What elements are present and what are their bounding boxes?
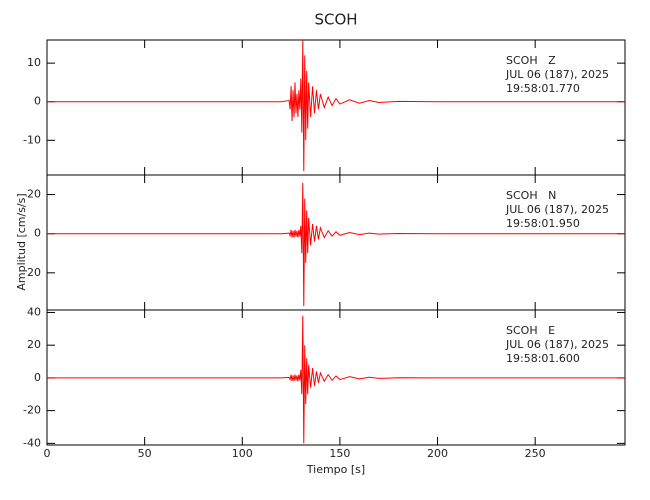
- annotation: SCOH N: [506, 189, 556, 202]
- y-tick-label: 20: [27, 266, 41, 279]
- trace: [47, 39, 625, 172]
- x-tick-label: 200: [427, 447, 448, 460]
- y-tick-label: -10: [23, 133, 41, 146]
- y-tick-label: 10: [27, 56, 41, 69]
- x-tick-label: 100: [232, 447, 253, 460]
- trace: [47, 182, 625, 307]
- y-tick-label: 0: [34, 95, 41, 108]
- y-tick-label: -40: [23, 436, 41, 449]
- x-tick-label: 0: [44, 447, 51, 460]
- chart-title: SCOH: [314, 11, 357, 29]
- annotation: SCOH E: [506, 324, 555, 337]
- x-axis-label: Tiempo [s]: [306, 463, 365, 476]
- y-tick-label: 0: [34, 227, 41, 240]
- annotation: 19:58:01.770: [506, 82, 580, 95]
- y-axis-label: Amplitud [cm/s/s]: [15, 193, 28, 290]
- x-tick-label: 150: [329, 447, 350, 460]
- annotation: JUL 06 (187), 2025: [505, 338, 609, 351]
- x-tick-label: 50: [138, 447, 152, 460]
- x-tick-label: 250: [525, 447, 546, 460]
- annotation: JUL 06 (187), 2025: [505, 203, 609, 216]
- y-tick-label: 40: [27, 305, 41, 318]
- y-tick-label: 0: [34, 371, 41, 384]
- annotation: SCOH Z: [506, 54, 556, 67]
- y-tick-label: 20: [27, 188, 41, 201]
- annotation: 19:58:01.950: [506, 217, 580, 230]
- annotation: 19:58:01.600: [506, 352, 580, 365]
- annotation: JUL 06 (187), 2025: [505, 68, 609, 81]
- y-tick-label: -20: [23, 404, 41, 417]
- y-tick-label: 20: [27, 338, 41, 351]
- trace: [47, 315, 625, 444]
